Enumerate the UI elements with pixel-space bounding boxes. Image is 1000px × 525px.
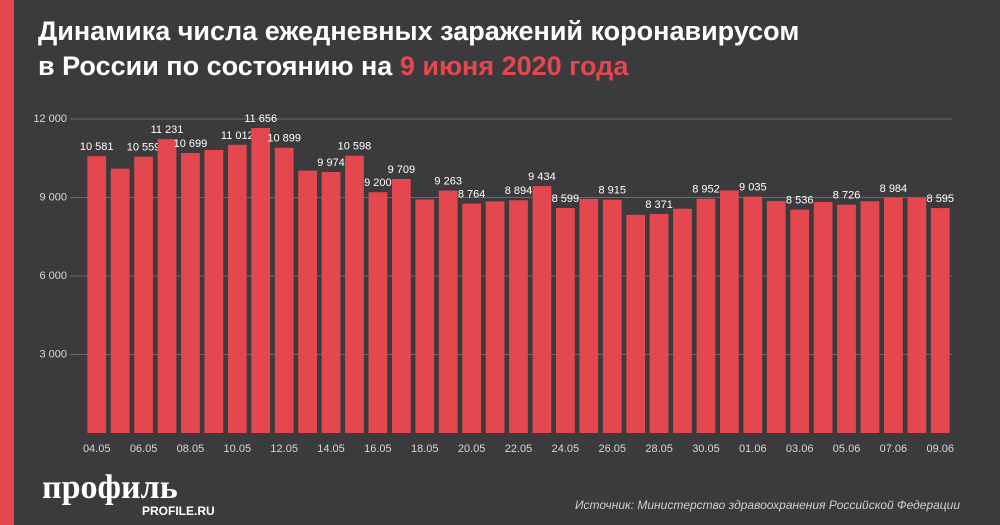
- x-tick-label: 26.05: [598, 443, 626, 455]
- bar: [696, 198, 716, 433]
- bar: [790, 209, 810, 433]
- chart-title: в России по состоянию на 9 июня 2020 год…: [38, 51, 629, 81]
- value-label: 11 656: [244, 113, 277, 125]
- bar: [766, 201, 786, 433]
- x-tick-label: 06.05: [130, 443, 158, 455]
- bar: [181, 153, 200, 433]
- x-tick-label: 28.05: [645, 443, 673, 455]
- x-tick-label: 05.06: [833, 443, 861, 455]
- bar: [274, 147, 294, 433]
- x-tick-label: 09.06: [927, 443, 955, 455]
- bar: [626, 214, 646, 433]
- bar: [462, 203, 482, 433]
- x-tick-label: 12.05: [270, 443, 298, 455]
- bar: [555, 207, 575, 433]
- bar: [673, 208, 692, 433]
- value-label: 9 434: [528, 171, 556, 183]
- bar: [438, 190, 458, 433]
- bar: [391, 178, 411, 433]
- bar: [368, 192, 388, 433]
- value-label: 9 974: [317, 157, 345, 169]
- x-tick-label: 08.05: [177, 443, 205, 455]
- bar: [204, 149, 224, 433]
- title-highlight: 9 июня 2020 года: [400, 51, 629, 81]
- x-tick-label: 20.05: [458, 443, 486, 455]
- bar: [345, 155, 364, 433]
- bar: [532, 186, 552, 433]
- bar: [743, 196, 763, 433]
- value-label: 8 599: [552, 193, 580, 205]
- title-text: в России по состоянию на: [38, 51, 393, 81]
- value-label: 9 035: [739, 181, 767, 193]
- x-tick-label: 04.05: [83, 443, 111, 455]
- chart-title: Динамика числа ежедневных заражений коро…: [38, 16, 799, 46]
- x-tick-label: 16.05: [364, 443, 392, 455]
- bar: [251, 128, 271, 433]
- x-tick-label: 22.05: [505, 443, 533, 455]
- value-label: 10 598: [338, 141, 372, 153]
- bar: [907, 197, 927, 433]
- bar: [157, 139, 177, 433]
- value-label: 10 581: [80, 141, 114, 153]
- bar: [321, 172, 341, 433]
- y-tick-label: 6 000: [39, 270, 67, 282]
- value-label: 8 726: [833, 190, 861, 202]
- bar: [415, 199, 435, 433]
- value-label: 8 984: [880, 183, 908, 195]
- bar: [837, 204, 856, 433]
- bar: [87, 156, 107, 433]
- bar: [884, 197, 903, 433]
- x-tick-label: 24.05: [552, 443, 580, 455]
- x-tick-label: 30.05: [692, 443, 720, 455]
- accent-stripe: [0, 0, 14, 525]
- value-label: 9 263: [434, 176, 462, 188]
- bar: [509, 200, 528, 433]
- value-label: 11 012: [221, 130, 254, 142]
- x-tick-label: 14.05: [317, 443, 345, 455]
- value-label: 10 699: [174, 138, 208, 150]
- value-label: 8 371: [645, 199, 673, 211]
- bar: [930, 208, 950, 433]
- bar: [110, 168, 130, 433]
- bar: [227, 144, 247, 433]
- value-label: 8 915: [598, 185, 626, 197]
- logo-url: PROFILE.RU: [142, 504, 215, 518]
- logo: профиль: [42, 469, 178, 506]
- value-label: 8 894: [505, 185, 533, 197]
- bar: [134, 156, 153, 433]
- value-label: 11 231: [151, 124, 184, 136]
- x-tick-label: 03.06: [786, 443, 814, 455]
- bar: [485, 201, 505, 433]
- value-label: 10 559: [127, 142, 161, 154]
- value-label: 8 536: [786, 195, 814, 207]
- bar: [860, 201, 880, 433]
- value-label: 8 764: [458, 189, 486, 201]
- y-tick-label: 9 000: [39, 191, 67, 203]
- x-tick-label: 10.05: [224, 443, 252, 455]
- x-tick-label: 07.06: [880, 443, 908, 455]
- bar: [602, 199, 622, 433]
- value-label: 8 595: [927, 193, 955, 205]
- value-label: 9 709: [388, 164, 416, 176]
- y-tick-label: 12 000: [33, 113, 67, 125]
- bar: [649, 213, 669, 433]
- source: Источник: Министерство здравоохранения Р…: [575, 498, 960, 512]
- y-tick-label: 3 000: [39, 348, 67, 360]
- value-label: 8 952: [692, 184, 720, 196]
- bar: [579, 198, 599, 433]
- bar: [720, 190, 739, 433]
- bar: [298, 170, 317, 434]
- value-label: 10 899: [267, 133, 301, 145]
- bar: [813, 201, 833, 433]
- x-tick-label: 18.05: [411, 443, 439, 455]
- x-tick-label: 01.06: [739, 443, 767, 455]
- value-label: 9 200: [364, 177, 392, 189]
